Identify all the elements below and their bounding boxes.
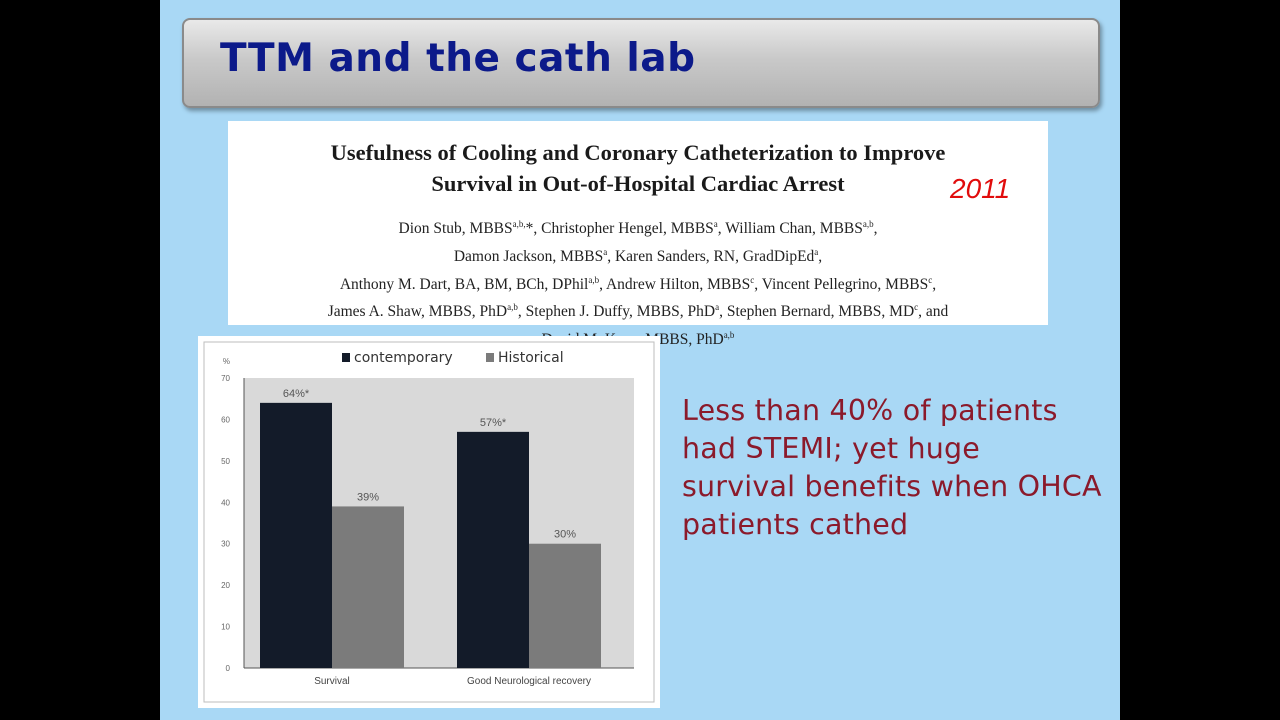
author-affiliation-mark: a,b: [862, 219, 874, 229]
legend-swatch-historical: [486, 353, 494, 362]
y-tick-label: 0: [226, 664, 231, 673]
author-text: Damon Jackson, MBBS: [453, 247, 604, 265]
author-affiliation-mark: a,b: [507, 302, 518, 313]
x-tick-label: Survival: [314, 676, 350, 687]
author-affiliation-mark: a: [814, 246, 819, 257]
author-text: , Stephen Bernard, MBBS, MD: [719, 303, 915, 321]
data-label: 57%*: [480, 417, 507, 429]
author-text: , and: [918, 303, 949, 321]
author-affiliation-mark: a: [603, 246, 608, 257]
author-text: , Vincent Pellegrino, MBBS: [754, 275, 929, 293]
y-axis-label: %: [223, 357, 230, 366]
paper-year: 2011: [950, 173, 1011, 204]
author-text: Dion Stub, MBBS: [398, 220, 513, 238]
bar-contemporary: [260, 402, 332, 668]
paper-title-line-2: Survival in Out-of-Hospital Cardiac Arre…: [431, 171, 845, 196]
author-text: , Andrew Hilton, MBBS: [599, 275, 751, 293]
slide: TTM and the cath lab Usefulness of Cooli…: [160, 0, 1120, 720]
legend-label-contemporary: contemporary: [354, 350, 453, 366]
author-affiliation-mark: a,b,: [512, 219, 526, 229]
bar-contemporary: [457, 431, 529, 668]
legend-swatch-contemporary: [342, 353, 350, 362]
y-tick-label: 30: [221, 540, 230, 549]
slide-title: TTM and the cath lab: [220, 36, 696, 81]
author-affiliation-mark: c: [914, 302, 919, 313]
author-affiliation-mark: a: [715, 302, 720, 313]
author-affiliation-mark: a,b: [723, 330, 735, 340]
bar-chart-svg: 0 10 20 30 40 50 60 70% contemporary Historical 64…: [203, 341, 655, 703]
author-text: , Stephen J. Duffy, MBBS, PhD: [517, 303, 716, 321]
author-affiliation-mark: a: [713, 219, 718, 229]
author-text: ,: [818, 247, 823, 265]
author-text: *, Christopher Hengel, MBBS: [525, 220, 714, 238]
y-tick-label: 20: [221, 581, 230, 590]
paper-authors: Dion Stub, MBBSa,b,*, Christopher Hengel…: [228, 213, 1048, 352]
y-tick-label: 60: [221, 415, 230, 424]
x-tick-label: Good Neurological recovery: [467, 676, 591, 687]
author-affiliation-mark: c: [750, 274, 755, 285]
author-text: ,: [932, 275, 937, 293]
author-affiliation-mark: c: [928, 274, 933, 285]
y-tick-label: 70: [221, 374, 230, 383]
author-text: ,: [873, 220, 878, 238]
y-tick-label: 10: [221, 623, 230, 632]
author-line: Anthony M. Dart, BA, BM, BCh, DPhila,b, …: [228, 269, 1048, 297]
y-tick-label: 50: [221, 457, 230, 466]
author-line: James A. Shaw, MBBS, PhDa,b, Stephen J. …: [228, 296, 1048, 324]
author-line: Dion Stub, MBBSa,b,*, Christopher Hengel…: [228, 213, 1048, 241]
title-bar: TTM and the cath lab: [182, 18, 1100, 108]
legend-label-historical: Historical: [498, 350, 564, 366]
author-text: , Karen Sanders, RN, GradDipEd: [607, 247, 815, 265]
bar-chart: 0 10 20 30 40 50 60 70% contemporary Historical 64…: [198, 336, 660, 708]
data-label: 30%: [554, 529, 576, 541]
paper-title-line-1: Usefulness of Cooling and Coronary Cathe…: [330, 140, 946, 165]
author-text: Anthony M. Dart, BA, BM, BCh, DPhil: [339, 275, 589, 293]
paper-title: Usefulness of Cooling and Coronary Cathe…: [228, 137, 1048, 199]
data-label: 64%*: [283, 388, 310, 400]
author-text: James A. Shaw, MBBS, PhD: [327, 303, 508, 321]
y-tick-label: 40: [221, 498, 230, 507]
author-line: Damon Jackson, MBBSa, Karen Sanders, RN,…: [228, 241, 1048, 269]
author-affiliation-mark: a,b: [588, 274, 600, 285]
bar-historical: [529, 543, 601, 668]
summary-note: Less than 40% of patients had STEMI; yet…: [682, 394, 1102, 541]
paper-header: Usefulness of Cooling and Coronary Cathe…: [228, 121, 1048, 348]
author-text: , William Chan, MBBS: [717, 220, 863, 238]
bar-historical: [332, 506, 404, 668]
data-label: 39%: [357, 491, 379, 503]
